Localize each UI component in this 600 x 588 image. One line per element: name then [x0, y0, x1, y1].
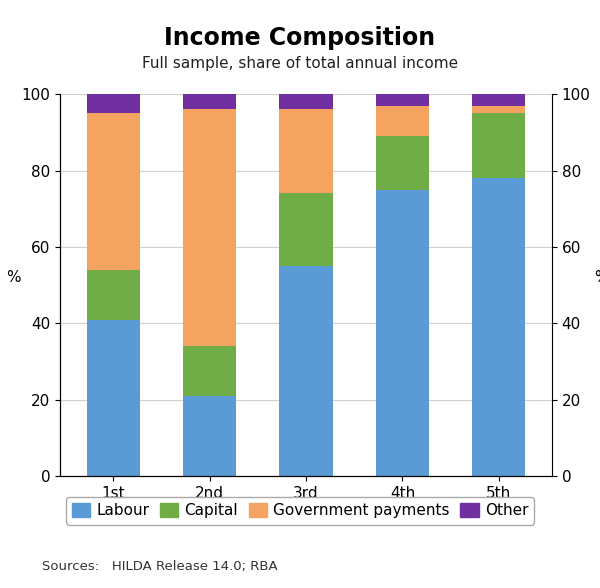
Bar	[472, 178, 526, 476]
X-axis label: Total income quintile: Total income quintile	[227, 509, 385, 524]
Bar	[183, 94, 236, 109]
Text: Income Composition: Income Composition	[164, 26, 436, 51]
Y-axis label: %: %	[6, 270, 20, 285]
Bar	[472, 105, 526, 113]
Bar	[183, 109, 236, 346]
Bar	[376, 105, 429, 136]
Bar	[183, 396, 236, 476]
Text: Full sample, share of total annual income: Full sample, share of total annual incom…	[142, 56, 458, 71]
Bar	[86, 113, 140, 270]
Bar	[472, 113, 526, 178]
Bar	[472, 94, 526, 105]
Bar	[280, 109, 332, 193]
Bar	[280, 266, 332, 476]
Bar	[376, 94, 429, 105]
Bar	[280, 94, 332, 109]
Bar	[183, 346, 236, 396]
Text: Sources:   HILDA Release 14.0; RBA: Sources: HILDA Release 14.0; RBA	[42, 560, 278, 573]
Bar	[280, 193, 332, 266]
Legend: Labour, Capital, Government payments, Other: Labour, Capital, Government payments, Ot…	[65, 497, 535, 524]
Bar	[86, 270, 140, 320]
Bar	[376, 189, 429, 476]
Y-axis label: %: %	[595, 270, 600, 285]
Bar	[86, 94, 140, 113]
Bar	[376, 136, 429, 189]
Bar	[86, 320, 140, 476]
